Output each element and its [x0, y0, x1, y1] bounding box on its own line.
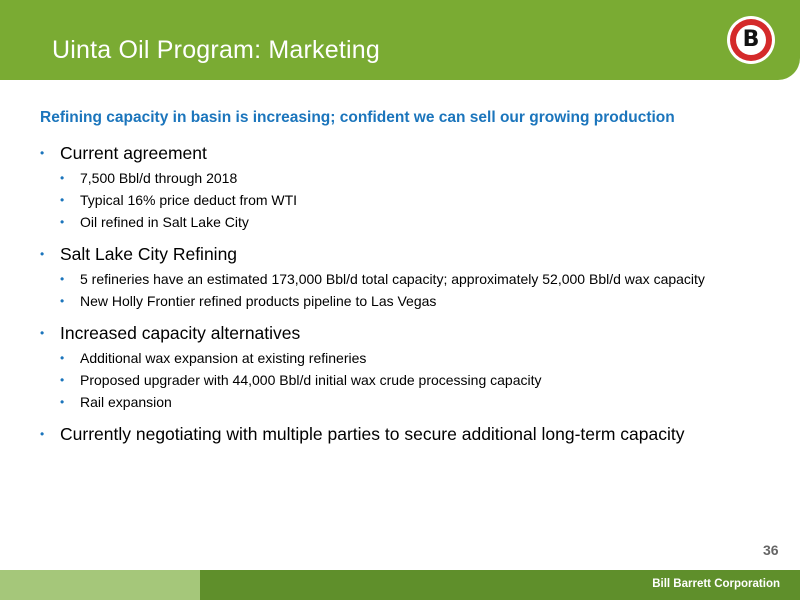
bullet-icon: • — [60, 395, 65, 409]
list-item: • 5 refineries have an estimated 173,000 … — [40, 268, 790, 290]
company-logo: B — [727, 16, 775, 64]
bullet-icon: • — [60, 351, 65, 365]
slide-title: Uinta Oil Program: Marketing — [52, 36, 380, 64]
bullet-icon: • — [40, 326, 45, 340]
footer-band-right: Bill Barrett Corporation — [200, 570, 800, 600]
bullet-icon: • — [60, 193, 65, 207]
list-item: • Oil refined in Salt Lake City — [40, 211, 790, 233]
logo-ring-icon: B — [730, 19, 772, 61]
section-heading: Currently negotiating with multiple part… — [60, 424, 685, 444]
page-number: 36 — [763, 542, 779, 558]
bullet-icon: • — [60, 373, 65, 387]
list-item: • Typical 16% price deduct from WTI — [40, 189, 790, 211]
section-negotiating: • Currently negotiating with multiple pa… — [40, 423, 790, 445]
list-item: • Additional wax expansion at existing re… — [40, 347, 790, 369]
section-heading: Salt Lake City Refining — [60, 244, 238, 264]
bullet-icon: • — [60, 294, 65, 308]
bullet-icon: • — [60, 171, 65, 185]
section-slc-refining: • Salt Lake City Refining • 5 refineries … — [40, 243, 790, 312]
logo-letter: B — [742, 27, 760, 52]
list-item: • 7,500 Bbl/d through 2018 — [40, 167, 790, 189]
section-heading: Increased capacity alternatives — [60, 323, 301, 343]
bullet-icon: • — [40, 427, 45, 441]
bullet-icon: • — [60, 272, 65, 286]
footer-company-name: Bill Barrett Corporation — [652, 578, 780, 590]
section-heading: Current agreement — [60, 143, 207, 163]
slide-header: Uinta Oil Program: Marketing B — [0, 0, 800, 80]
list-item: • New Holly Frontier refined products pip… — [40, 290, 790, 312]
list-item: • Rail expansion — [40, 391, 790, 413]
section-capacity-alternatives: • Increased capacity alternatives • Addit… — [40, 322, 790, 413]
bullet-list: • Current agreement • 7,500 Bbl/d through… — [40, 142, 790, 455]
bullet-icon: • — [40, 146, 45, 160]
list-item: • Proposed upgrader with 44,000 Bbl/d ini… — [40, 369, 790, 391]
footer-band-left — [0, 570, 200, 600]
slide-subtitle: Refining capacity in basin is increasing… — [40, 109, 675, 126]
bullet-icon: • — [60, 215, 65, 229]
section-current-agreement: • Current agreement • 7,500 Bbl/d through… — [40, 142, 790, 233]
bullet-icon: • — [40, 247, 45, 261]
